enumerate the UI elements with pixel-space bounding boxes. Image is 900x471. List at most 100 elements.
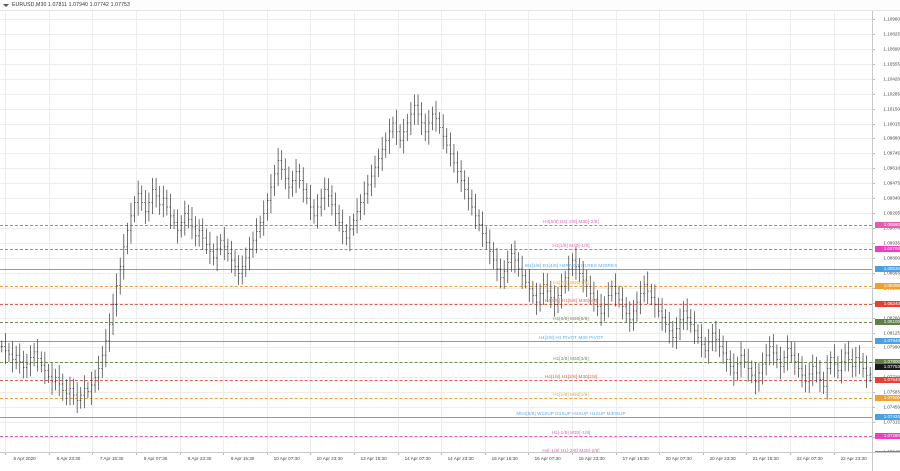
price-badge[interactable]: 1.07140: [875, 451, 900, 452]
time-tick-label: 21 Apr 15:30: [752, 456, 779, 461]
level-line[interactable]: [0, 269, 872, 270]
gridline-horizontal: [0, 407, 872, 408]
gridline-horizontal: [0, 213, 872, 214]
level-line[interactable]: [0, 322, 872, 323]
gridline-horizontal: [0, 168, 872, 169]
current-price-badge[interactable]: 1.07753: [875, 364, 900, 370]
level-label: MN1[6/8] W1SUP D1SUP H4SUP H1SUP M30SUP: [516, 411, 626, 416]
price-badge[interactable]: 1.08240: [875, 301, 900, 307]
gridline-vertical: [180, 11, 181, 452]
gridline-vertical: [136, 11, 137, 452]
axis-corner: [872, 452, 900, 471]
level-line[interactable]: [0, 341, 872, 342]
level-line[interactable]: [0, 398, 872, 399]
time-tick-mark: [310, 453, 311, 455]
level-line[interactable]: [0, 225, 872, 226]
time-tick-label: 10 Apr 07:30: [273, 456, 300, 461]
price-badge[interactable]: 1.07800: [875, 359, 900, 365]
price-axis[interactable]: 1.10960 1.10825 1.10690 1.10555 1.10420 1.102…: [872, 11, 900, 452]
chart-plot-area[interactable]: H4[5/8] H1[-2/8] M30[-2/8] H1[1/8] M30[-1…: [0, 11, 872, 452]
gridline-vertical: [616, 11, 617, 452]
level-line[interactable]: [0, 286, 872, 287]
gridline-vertical: [398, 11, 399, 452]
level-label: H1[1/8] M30[-1/8]: [552, 243, 590, 248]
level-line[interactable]: [0, 380, 872, 381]
price-tick-label: 1.09205: [883, 210, 900, 216]
gridline-vertical: [659, 11, 660, 452]
gridline-horizontal: [0, 437, 872, 438]
level-label: H1[3/8] M30[3/8]: [553, 356, 589, 361]
time-tick-label: 8 Apr 23:30: [187, 456, 212, 461]
price-tick-label: 1.10420: [883, 76, 900, 82]
gridline-vertical: [267, 11, 268, 452]
price-tick-label: 1.10150: [883, 106, 900, 112]
gridline-horizontal: [0, 258, 872, 259]
level-label: H4[2/8] H1 PIVOT M30 PIVOT: [538, 335, 604, 340]
level-line[interactable]: [0, 249, 872, 250]
gridline-horizontal: [0, 377, 872, 378]
price-badge[interactable]: 1.07940: [875, 338, 900, 344]
time-tick-label: 10 Apr 23:30: [316, 456, 343, 461]
time-tick-label: 7 Apr 15:30: [99, 456, 124, 461]
level-line[interactable]: [0, 362, 872, 363]
level-line[interactable]: [0, 436, 872, 437]
gridline-vertical: [310, 11, 311, 452]
time-tick-label: 6 Apr 2020: [13, 456, 36, 461]
price-badge[interactable]: 1.08530: [875, 266, 900, 272]
price-tick-label: 1.10285: [883, 91, 900, 97]
time-tick-mark: [180, 453, 181, 455]
gridline-horizontal: [0, 273, 872, 274]
price-tick-mark: [873, 79, 875, 80]
level-label: H1[5/8] M30[5/8]: [553, 316, 589, 321]
time-tick-mark: [92, 453, 93, 455]
price-badge[interactable]: 1.07280: [875, 433, 900, 439]
price-badge[interactable]: 1.07420: [875, 414, 900, 420]
triangle-down-icon[interactable]: [3, 4, 9, 7]
gridline-vertical: [746, 11, 747, 452]
price-badge[interactable]: 1.08700: [875, 246, 900, 252]
time-tick-label: 16 Apr 07:30: [534, 456, 561, 461]
time-tick-label: 20 Apr 07:30: [665, 456, 692, 461]
gridline-horizontal: [0, 183, 872, 184]
price-tick-mark: [873, 407, 875, 408]
price-tick-mark: [873, 318, 875, 319]
price-tick-mark: [873, 34, 875, 35]
price-tick-label: 1.09475: [883, 180, 900, 186]
price-badge[interactable]: 1.08390: [875, 283, 900, 289]
time-axis[interactable]: 6 Apr 2020 6 Apr 23:30 7 Apr 15:30 8 Apr 07…: [0, 452, 872, 471]
gridline-horizontal: [0, 94, 872, 95]
level-label: H4[5/8] H1[6/8] M30[6/8]: [544, 298, 598, 303]
price-tick-mark: [873, 228, 875, 229]
price-tick-mark: [873, 198, 875, 199]
price-tick-mark: [873, 109, 875, 110]
time-tick-label: 14 Apr 23:30: [447, 456, 474, 461]
price-tick-mark: [873, 168, 875, 169]
level-line[interactable]: [0, 417, 872, 418]
price-badge[interactable]: 1.08860: [875, 222, 900, 228]
price-tick-mark: [873, 153, 875, 154]
price-badge[interactable]: 1.07500: [875, 395, 900, 401]
gridline-horizontal: [0, 34, 872, 35]
price-tick-label: 1.08800: [883, 255, 900, 261]
price-badge[interactable]: 1.07640: [875, 377, 900, 383]
chart-title: EURUSD,M30 1.07811 1.07940 1.07742 1.077…: [12, 2, 131, 8]
level-label: W1[1/8] D1[4/8] H4PIVOT H1RES M30RES: [524, 263, 618, 268]
price-tick-mark: [873, 64, 875, 65]
time-tick-label: 6 Apr 23:30: [56, 456, 81, 461]
gridline-horizontal: [0, 303, 872, 304]
price-tick-label: 1.08935: [883, 240, 900, 246]
gridline-horizontal: [0, 49, 872, 50]
price-tick-label: 1.08665: [883, 270, 900, 276]
time-tick-mark: [441, 453, 442, 455]
price-badge[interactable]: 1.08100: [875, 319, 900, 325]
level-label: H4[-1/8] H1[-2/8] M30[-2/8]: [542, 448, 600, 452]
time-tick-label: 13 Apr 15:30: [360, 456, 387, 461]
time-tick-mark: [790, 453, 791, 455]
gridline-vertical: [92, 11, 93, 452]
time-tick-mark: [616, 453, 617, 455]
time-tick-label: 14 Apr 07:30: [404, 456, 431, 461]
level-label: H1[7/8] M30[7/8]: [553, 280, 589, 285]
level-line[interactable]: [0, 304, 872, 305]
price-tick-label: 1.07450: [883, 404, 900, 410]
